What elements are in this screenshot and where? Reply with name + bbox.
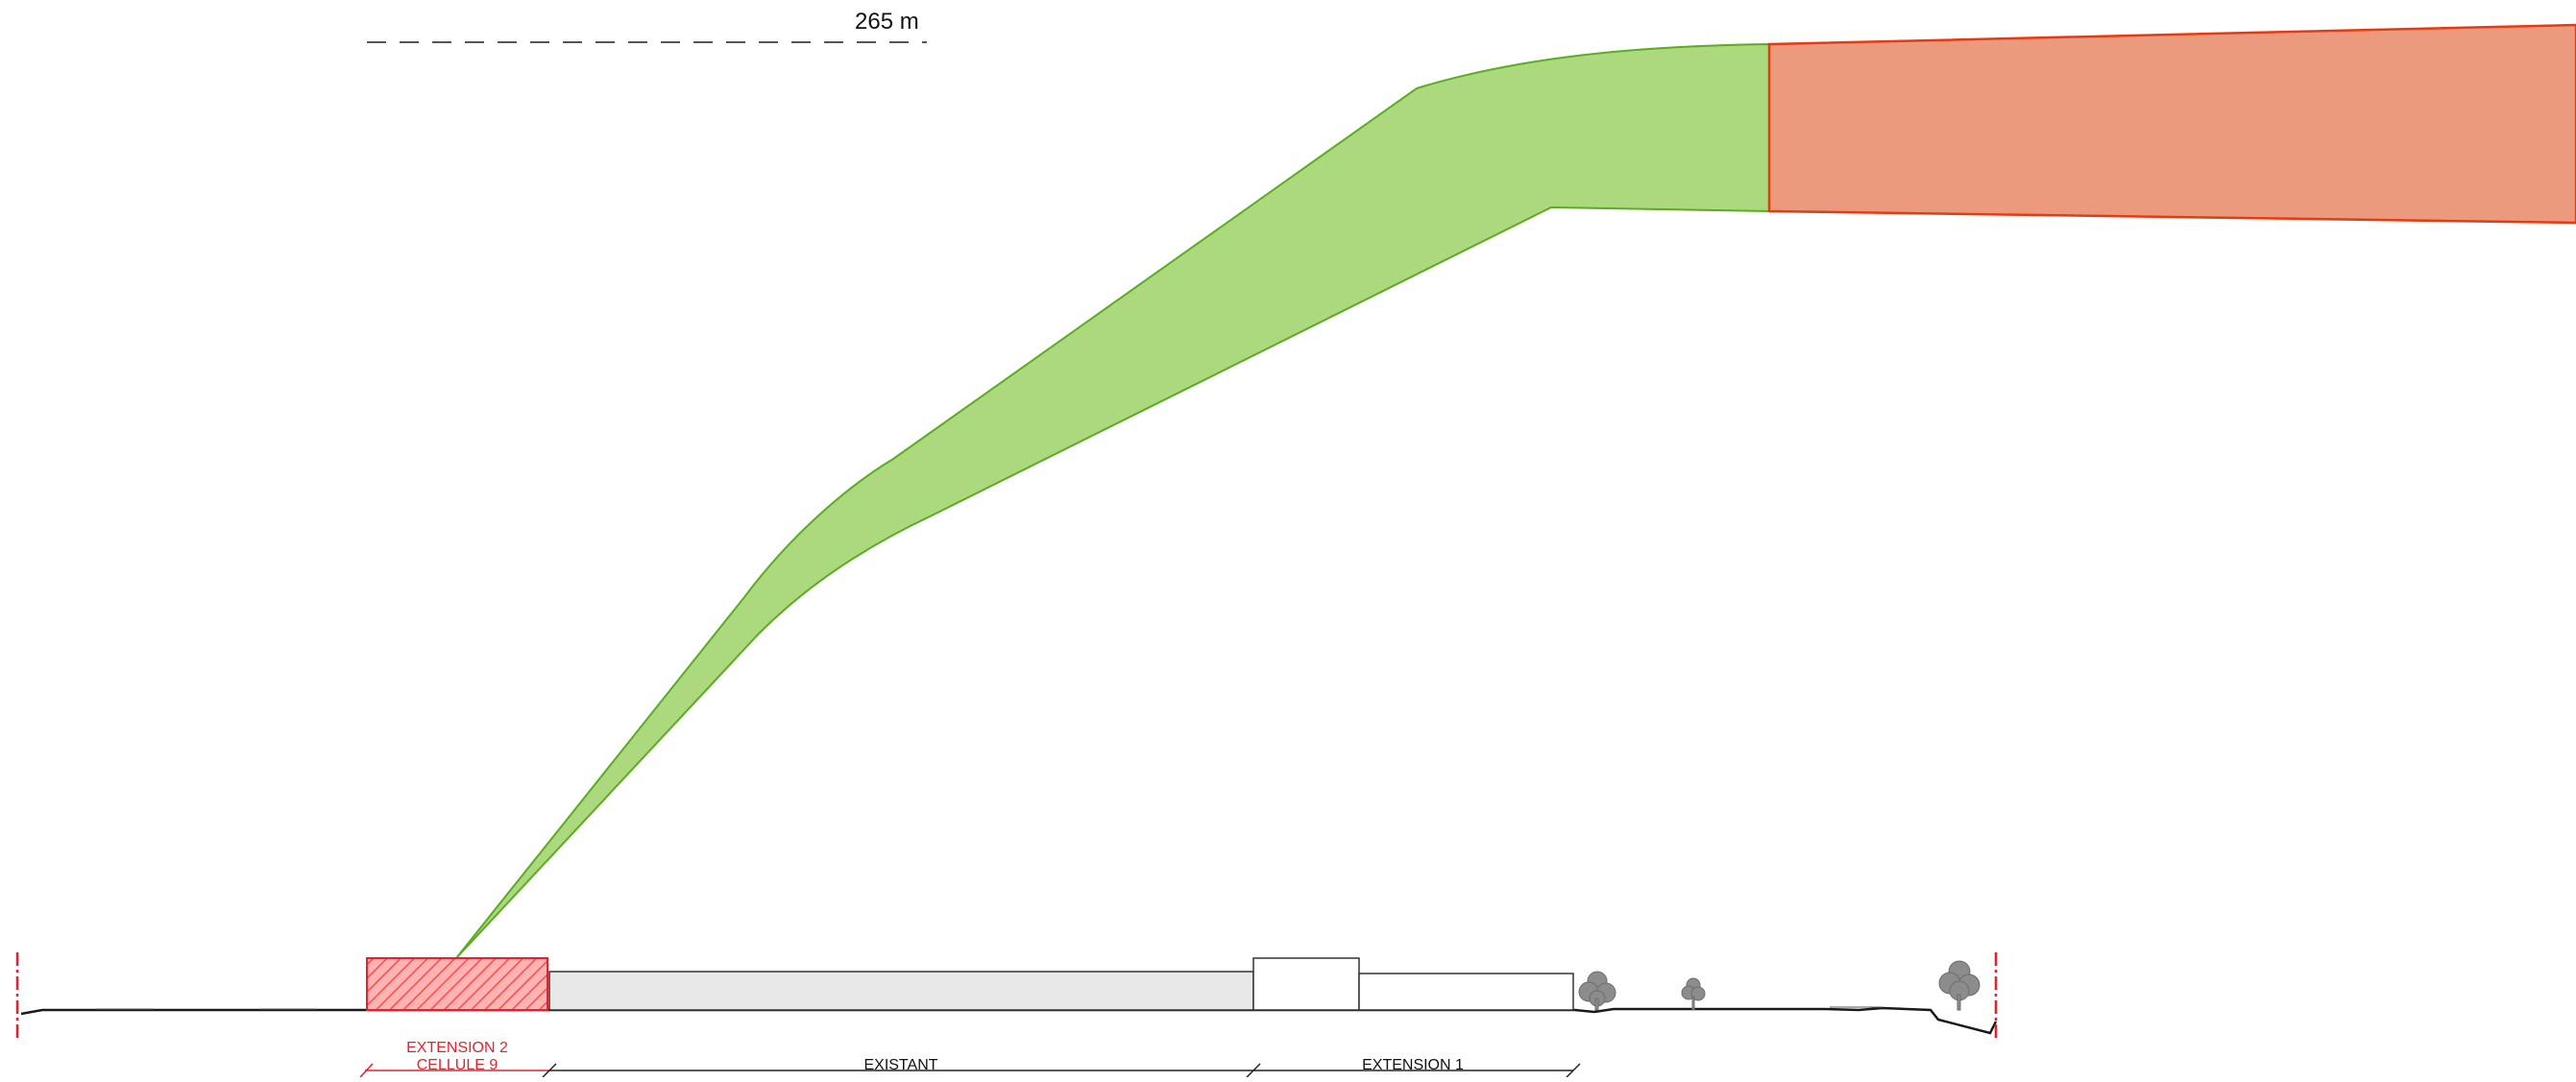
building-extension1-high bbox=[1252, 957, 1360, 1011]
tree-icon bbox=[1938, 960, 1981, 1011]
label-extension2: EXTENSION 2 bbox=[406, 1040, 508, 1056]
tree-icon bbox=[1681, 977, 1706, 1011]
building-extension2-cellule9 bbox=[366, 957, 548, 1011]
scale-label: 265 m bbox=[855, 9, 919, 35]
ground-profile bbox=[20, 1006, 1998, 1035]
scale-bar: 265 m bbox=[367, 9, 927, 43]
dimension-extension1 bbox=[1253, 1063, 1581, 1078]
thermal-flux-zone-red bbox=[1767, 23, 2576, 225]
thermal-flux-zone-green bbox=[455, 42, 1770, 959]
label-extension1: EXTENSION 1 bbox=[1362, 1057, 1464, 1073]
label-existant: EXISTANT bbox=[863, 1057, 937, 1073]
building-existant bbox=[548, 971, 1254, 1011]
tree-icon bbox=[1578, 971, 1616, 1011]
dimension-extension2 bbox=[359, 1063, 549, 1078]
building-extension1-low bbox=[1358, 973, 1574, 1011]
ground-line bbox=[20, 1006, 1998, 1035]
label-cellule9: CELLULE 9 bbox=[417, 1057, 498, 1073]
